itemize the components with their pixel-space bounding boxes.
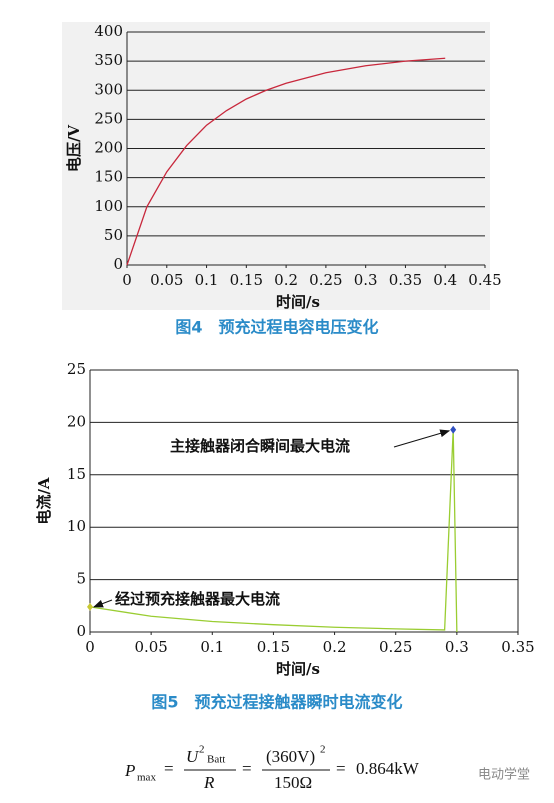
x-tick-label: 0.45	[468, 271, 501, 289]
y-tick-label: 350	[94, 51, 123, 69]
x-tick-label: 0.3	[445, 638, 469, 656]
formula: P max = U 2 Batt R = (360V) 2 150Ω = 0.8…	[124, 744, 420, 792]
x-tick-label: 0.2	[274, 271, 298, 289]
y-tick-label: 250	[94, 109, 123, 127]
x-tick-label: 0.05	[134, 638, 167, 656]
eq: =	[242, 759, 252, 778]
annotation-marker	[87, 602, 93, 611]
annotation: 经过预充接触器最大电流	[115, 590, 280, 608]
y-tick-label: 25	[67, 360, 86, 378]
caption: 图5 预充过程接触器瞬时电流变化	[151, 693, 402, 712]
r: R	[203, 773, 215, 792]
panel	[62, 22, 490, 310]
y-tick-label: 300	[94, 80, 123, 98]
x-tick-label: 0.1	[200, 638, 224, 656]
y-tick-label: 10	[67, 517, 86, 535]
y-tick-label: 15	[67, 465, 86, 483]
x-tick-label: 0.1	[195, 271, 219, 289]
caption: 图4 预充过程电容电压变化	[175, 318, 378, 337]
annotation-arrow	[93, 599, 113, 608]
y-axis-label: 电压/V	[65, 125, 83, 172]
y-tick-label: 20	[67, 412, 86, 430]
eq: =	[164, 759, 174, 778]
den: 150Ω	[274, 773, 312, 792]
x-tick-label: 0.15	[230, 271, 263, 289]
y-tick-label: 150	[94, 168, 123, 186]
y-tick-label: 0	[76, 622, 86, 640]
y-tick-label: 100	[94, 197, 123, 215]
annotation: 主接触器闭合瞬间最大电流	[170, 437, 350, 455]
y-axis-label: 电流/A	[35, 477, 53, 524]
x-tick-label: 0.35	[389, 271, 422, 289]
x-tick-label: 0.25	[309, 271, 342, 289]
eq: =	[336, 759, 346, 778]
watermark: 电动学堂	[478, 767, 530, 783]
y-tick-label: 5	[76, 570, 86, 588]
num: (360V)	[266, 747, 315, 766]
x-tick-label: 0.4	[433, 271, 457, 289]
x-tick-label: 0	[122, 271, 132, 289]
line	[89, 429, 458, 633]
y-tick-label: 0	[113, 255, 123, 273]
y-tick-label: 50	[104, 226, 123, 244]
annotation-marker	[450, 425, 457, 434]
line	[126, 57, 446, 266]
y-tick-label: 400	[94, 22, 123, 40]
p: P	[124, 761, 135, 780]
x-tick-label: 0.35	[501, 638, 534, 656]
result: 0.864kW	[356, 759, 420, 778]
x-tick-label: 0.3	[354, 271, 378, 289]
x-axis-label: 时间/s	[276, 660, 320, 678]
x-tick-label: 0.05	[150, 271, 183, 289]
x-tick-label: 0.15	[257, 638, 290, 656]
annotation-arrow	[393, 429, 451, 448]
p-sub: max	[137, 772, 156, 784]
u-sub: Batt	[207, 754, 225, 766]
u: U	[186, 747, 200, 766]
x-tick-label: 0.25	[379, 638, 412, 656]
x-axis-label: 时间/s	[276, 293, 320, 311]
x-tick-label: 0	[85, 638, 95, 656]
num-sup: 2	[320, 744, 326, 756]
u-sup: 2	[199, 744, 205, 756]
x-tick-label: 0.2	[323, 638, 347, 656]
y-tick-label: 200	[94, 139, 123, 157]
